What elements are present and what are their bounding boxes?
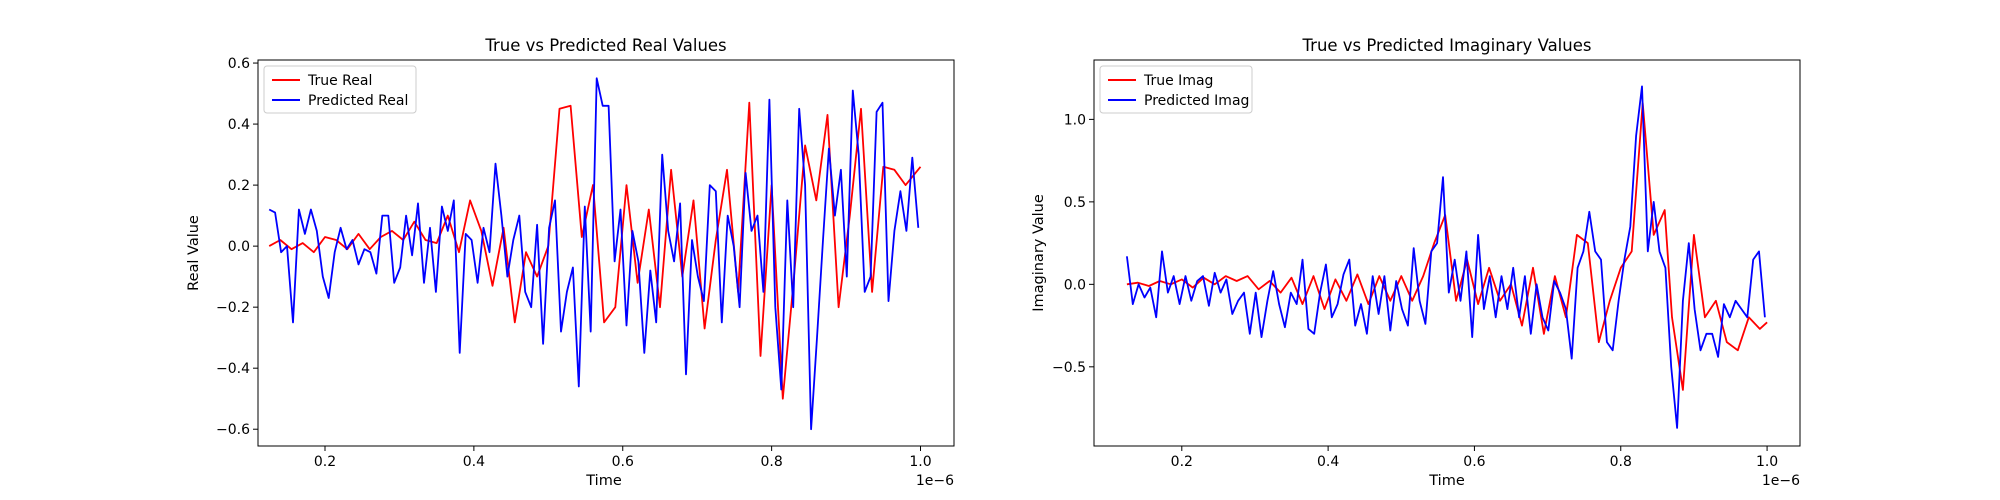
x-tick-label: 0.2 [314,454,336,470]
x-axis-offset-label: 1e−6 [916,473,954,489]
legend-box [1099,65,1253,114]
legend: True Real Predicted Real [263,65,417,114]
legend-label: Predicted Real [308,93,408,109]
chart-title: True vs Predicted Imaginary Values [1302,36,1592,55]
chart-title: True vs Predicted Real Values [484,36,726,55]
x-tick-label: 0.2 [1171,454,1193,470]
x-tick-label: 0.6 [612,454,634,470]
y-tick-label: −0.2 [216,300,250,316]
series-line-1 [268,77,920,431]
chart-imag: True vs Predicted Imaginary Values 0.2 0.… [1031,36,1801,489]
y-axis-label: Real Value [186,215,202,291]
legend-label: Predicted Imag [1144,93,1249,109]
y-tick-label: −0.5 [1052,360,1086,376]
chart-real: True vs Predicted Real Values 0.2 0.4 0.6 0… [186,36,955,489]
x-tick-label: 1.0 [1756,454,1778,470]
y-tick-label: 0.2 [228,178,250,194]
axes-frame [257,59,955,447]
series-line-0 [1126,102,1768,391]
x-tick-label: 0.8 [760,454,782,470]
legend-box [263,65,417,114]
y-tick-label: 0.6 [228,56,250,72]
x-axis-label: Time [585,473,622,489]
x-tick-label: 0.8 [1610,454,1632,470]
series-line-1 [1126,85,1766,429]
x-tick-label: 0.4 [463,454,485,470]
legend: True Imag Predicted Imag [1099,65,1253,114]
legend-label: True Imag [1143,73,1213,89]
x-tick-label: 0.6 [1463,454,1485,470]
y-tick-label: 1.0 [1064,112,1086,128]
series-line-0 [268,101,922,400]
y-tick-label: −0.4 [216,361,250,377]
x-tick-label: 0.4 [1317,454,1339,470]
y-axis-label: Imaginary Value [1031,194,1047,312]
plot-area-imag: 0.2 0.4 0.6 0.8 1.0 −0.5 0.0 0.5 1.0 True Imag Pre… [1052,59,1801,470]
x-axis-label: Time [1428,473,1465,489]
y-tick-label: −0.6 [216,422,250,438]
y-tick-label: 0.0 [1064,277,1086,293]
y-tick-label: 0.0 [228,239,250,255]
y-tick-label: 0.5 [1064,195,1086,211]
axes-frame [1093,59,1801,447]
plot-area-real: 0.2 0.4 0.6 0.8 1.0 −0.6 −0.4 −0.2 0.0 0.2 0.4 0.6 T… [216,56,955,470]
x-tick-label: 1.0 [909,454,931,470]
legend-label: True Real [307,73,372,89]
y-tick-label: 0.4 [228,117,250,133]
x-axis-offset-label: 1e−6 [1762,473,1800,489]
